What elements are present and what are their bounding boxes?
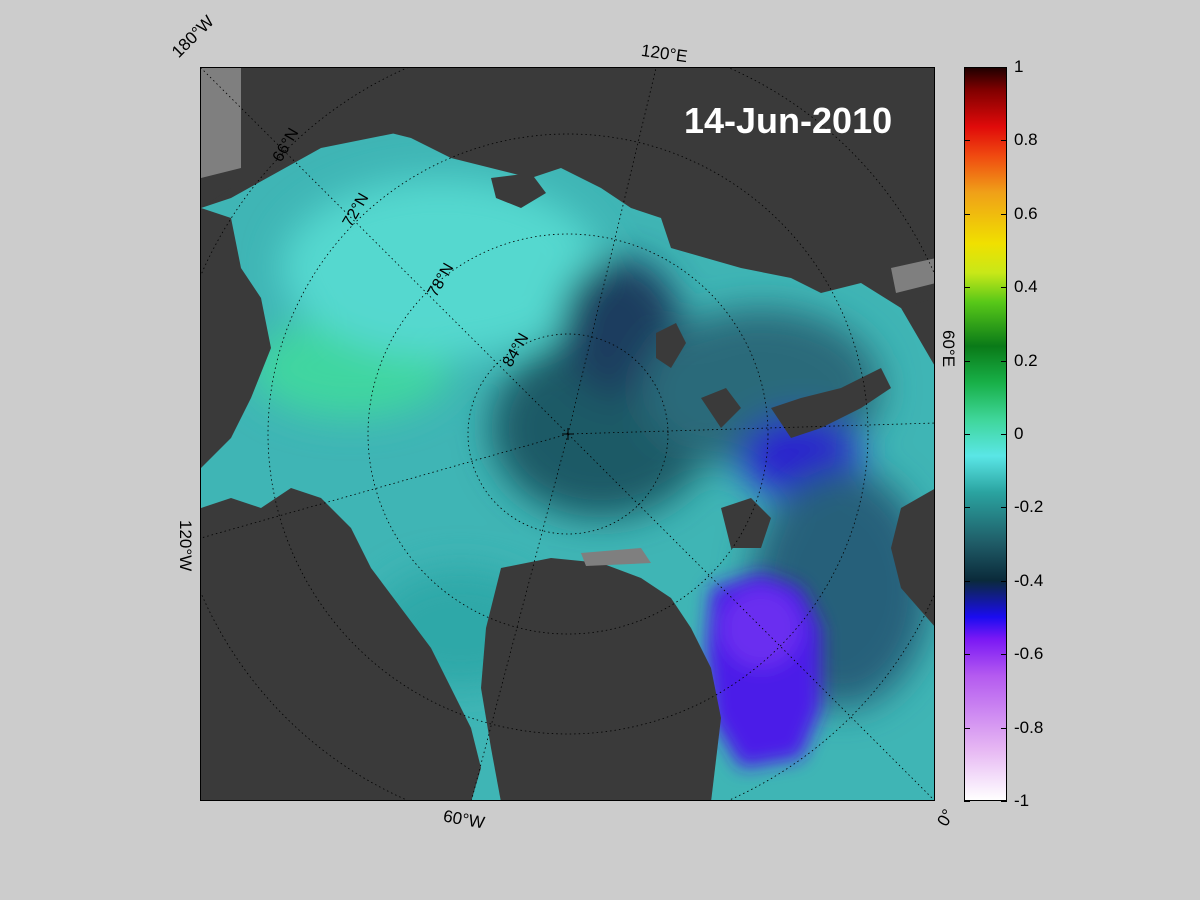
land-siberia bbox=[201, 68, 934, 308]
meridian-60e bbox=[567, 422, 934, 435]
field-cyan-region bbox=[281, 178, 601, 358]
graticule-84n bbox=[467, 333, 669, 535]
lon-label-120w: 120°W bbox=[176, 520, 195, 572]
colorbar-tick-mark bbox=[1001, 67, 1007, 68]
lon-label-180w: 180°W bbox=[168, 11, 218, 62]
colorbar-tick-mark bbox=[964, 801, 970, 802]
lon-label-120e: 120°E bbox=[639, 40, 689, 67]
land-franz-josef bbox=[701, 388, 741, 428]
lon-label-0: 0° bbox=[933, 805, 958, 830]
colorbar-tick-mark bbox=[1001, 140, 1007, 142]
colorbar-tick-mark bbox=[1001, 287, 1007, 289]
land-novaya-zemlya bbox=[771, 368, 891, 438]
colorbar-tick-mark bbox=[964, 654, 970, 656]
map-svg: 66°N 72°N 78°N 84°N bbox=[201, 68, 934, 800]
colorbar-tick-label: 0.6 bbox=[1014, 203, 1038, 223]
colorbar-tick-label: -0.4 bbox=[1014, 570, 1044, 590]
colorbar-tick-label: 0 bbox=[1014, 424, 1024, 443]
colorbar-tick-label: 0.2 bbox=[1014, 350, 1038, 370]
north-pole-marker bbox=[562, 428, 574, 440]
colorbar-tick-mark bbox=[964, 727, 970, 729]
land-new-siberian-islands bbox=[491, 173, 546, 208]
colorbar-tick-mark bbox=[964, 67, 970, 68]
colorbar-tick-mark bbox=[1001, 213, 1007, 215]
colorbar-tick-mark bbox=[964, 287, 970, 289]
land-greenland bbox=[481, 558, 721, 800]
colorbar-tick-mark bbox=[1001, 507, 1007, 509]
colorbar-tick-label: 0.4 bbox=[1014, 277, 1038, 297]
colorbar-tick-mark bbox=[1001, 727, 1007, 729]
colorbar-tick-label: -0.2 bbox=[1014, 497, 1044, 517]
map-panel: 66°N 72°N 78°N 84°N bbox=[200, 67, 935, 801]
colorbar-tick-mark bbox=[1001, 434, 1007, 435]
colorbar-tick-label: -0.6 bbox=[1014, 644, 1044, 664]
colorbar-tick-mark bbox=[964, 507, 970, 509]
no-data-patches bbox=[201, 68, 934, 566]
land-canada-archipelago bbox=[201, 488, 481, 800]
lon-label-60w: 60°W bbox=[441, 806, 487, 833]
land-svalbard bbox=[721, 498, 771, 548]
no-data-patch-greenland-coast bbox=[581, 548, 651, 566]
colorbar-tick-label: 1 bbox=[1014, 57, 1024, 76]
colorbar-tick-mark bbox=[964, 580, 970, 582]
land-alaska bbox=[201, 208, 271, 468]
lon-label-60e: 60°E bbox=[939, 330, 958, 368]
map-title: 14-Jun-2010 bbox=[684, 100, 893, 141]
colorbar-tick-label: -0.8 bbox=[1014, 717, 1044, 737]
colorbar-tick-label: -1 bbox=[1014, 791, 1030, 810]
land-severnaya-zemlya bbox=[656, 323, 686, 368]
graticule-72n bbox=[267, 133, 869, 735]
colorbar-tick-mark bbox=[1001, 580, 1007, 582]
meridian-60w bbox=[471, 433, 569, 800]
meridian-120w bbox=[201, 433, 569, 539]
land-scandinavia bbox=[891, 489, 934, 626]
no-data-patch-kara bbox=[891, 258, 934, 293]
colorbar-tick-mark bbox=[964, 140, 970, 142]
field-purple-core bbox=[721, 588, 801, 668]
colorbar-tick-mark bbox=[1001, 801, 1007, 802]
colorbar-tick-mark bbox=[964, 434, 970, 435]
meridian-0 bbox=[567, 433, 934, 800]
graticule-78n bbox=[367, 233, 769, 635]
no-data-patch-nw bbox=[201, 68, 241, 178]
colorbar-tick-mark bbox=[1001, 360, 1007, 362]
colorbar-tick-label: 0.8 bbox=[1014, 130, 1038, 150]
colorbar-tick-mark bbox=[964, 360, 970, 362]
land-masses bbox=[201, 68, 934, 800]
graticule bbox=[201, 68, 934, 800]
meridian-180 bbox=[201, 68, 569, 435]
colorbar-tick-mark bbox=[1001, 654, 1007, 656]
colorbar-tick-mark bbox=[964, 213, 970, 215]
